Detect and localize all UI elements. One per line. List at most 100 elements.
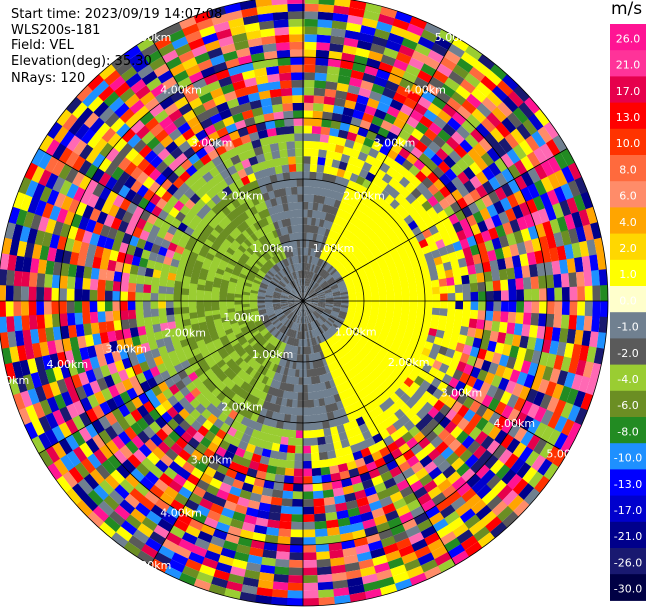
- ray-gate: [494, 342, 505, 356]
- ray-gate: [371, 140, 384, 152]
- ray-gate: [454, 502, 471, 518]
- ray-gate: [493, 429, 508, 446]
- ray-gate: [180, 531, 198, 545]
- ray-gate: [468, 273, 478, 285]
- ray-gate: [337, 217, 345, 227]
- ray-gate: [344, 99, 358, 110]
- ray-gate: [359, 244, 369, 254]
- ray-gate: [340, 269, 348, 277]
- ray-gate: [324, 291, 333, 296]
- ray-gate: [461, 119, 477, 135]
- ray-gate: [341, 114, 354, 125]
- ray-gate: [108, 509, 126, 527]
- ray-gate: [310, 467, 322, 477]
- ray-gate: [334, 224, 342, 234]
- ray-gate: [531, 130, 547, 149]
- ray-gate: [343, 203, 352, 213]
- ray-gate: [311, 272, 316, 281]
- ray-gate: [480, 75, 498, 93]
- ray-gate: [355, 291, 364, 296]
- ray-gate: [443, 510, 460, 526]
- ray-gate: [469, 244, 480, 257]
- ray-gate: [386, 106, 401, 119]
- ray-gate: [531, 237, 542, 254]
- ray-gate: [254, 354, 263, 363]
- ray-gate: [389, 523, 406, 537]
- ray-gate: [294, 438, 303, 446]
- ray-gate: [364, 227, 374, 237]
- ray-gate: [231, 374, 241, 384]
- ray-gate: [316, 42, 332, 51]
- ray-gate: [259, 312, 268, 318]
- ray-gate: [459, 535, 478, 552]
- ray-gate: [324, 290, 333, 294]
- ray-gate: [338, 67, 354, 78]
- ray-gate: [239, 380, 249, 391]
- ray-gate: [303, 308, 306, 317]
- ray-gate: [415, 313, 425, 321]
- ray-gate: [337, 75, 352, 85]
- ray-gate: [313, 328, 319, 337]
- ray-gate: [312, 329, 317, 338]
- ray-gate: [556, 370, 569, 388]
- ray-gate: [254, 319, 263, 326]
- ray-gate: [409, 295, 418, 302]
- ray-gate: [431, 518, 449, 533]
- ray-gate: [275, 420, 284, 429]
- ray-gate: [339, 122, 352, 132]
- ray-gate: [486, 147, 502, 164]
- ray-gate: [428, 242, 439, 253]
- ray-gate: [250, 428, 261, 439]
- ray-gate: [325, 293, 333, 297]
- ray-gate: [332, 323, 340, 330]
- ray-gate: [238, 322, 248, 329]
- ray-gate: [468, 400, 482, 414]
- ray-gate: [98, 478, 115, 496]
- ray-gate: [554, 169, 569, 188]
- ray-gate: [301, 521, 315, 530]
- ray-gate: [498, 137, 514, 155]
- ray-gate: [298, 331, 302, 340]
- ray-gate: [259, 348, 268, 357]
- ray-gate: [356, 341, 365, 350]
- ray-gate: [478, 137, 494, 154]
- ray-gate: [307, 323, 311, 331]
- ray-gate: [554, 301, 563, 316]
- ray-gate: [316, 267, 323, 275]
- ray-gate: [283, 309, 291, 315]
- ray-gate: [474, 328, 484, 340]
- ray-gate: [186, 335, 197, 345]
- ray-gate: [132, 383, 145, 397]
- ray-gate: [361, 518, 376, 530]
- ray-gate: [421, 89, 437, 104]
- ray-gate: [308, 279, 313, 288]
- ray-gate: [330, 231, 338, 240]
- ray-gate: [184, 524, 201, 538]
- ray-gate: [332, 307, 341, 312]
- ray-gate: [264, 526, 280, 537]
- ray-gate: [310, 248, 315, 257]
- ray-gate: [310, 460, 321, 469]
- ray-gate: [114, 380, 127, 395]
- ray-gate: [370, 450, 383, 462]
- ray-gate: [303, 295, 309, 301]
- ray-gate: [502, 74, 520, 92]
- ray-gate: [533, 475, 550, 495]
- ray-gate: [566, 258, 577, 275]
- colorbar-tick-label: -6.0: [617, 399, 638, 412]
- ray-gate: [472, 526, 491, 543]
- ray-gate: [422, 274, 432, 283]
- ray-gate: [315, 308, 323, 314]
- ray-gate: [429, 272, 439, 282]
- ray-gate: [297, 308, 301, 316]
- ray-gate: [347, 467, 360, 478]
- ray-gate: [295, 323, 299, 331]
- ray-gate: [498, 235, 510, 249]
- ray-gate: [315, 266, 321, 274]
- ray-gate: [378, 61, 395, 74]
- ray-gate: [483, 454, 499, 471]
- ray-gate: [288, 312, 294, 320]
- ray-gate: [168, 524, 186, 539]
- ray-gate: [325, 264, 332, 272]
- ray-gate: [481, 166, 496, 182]
